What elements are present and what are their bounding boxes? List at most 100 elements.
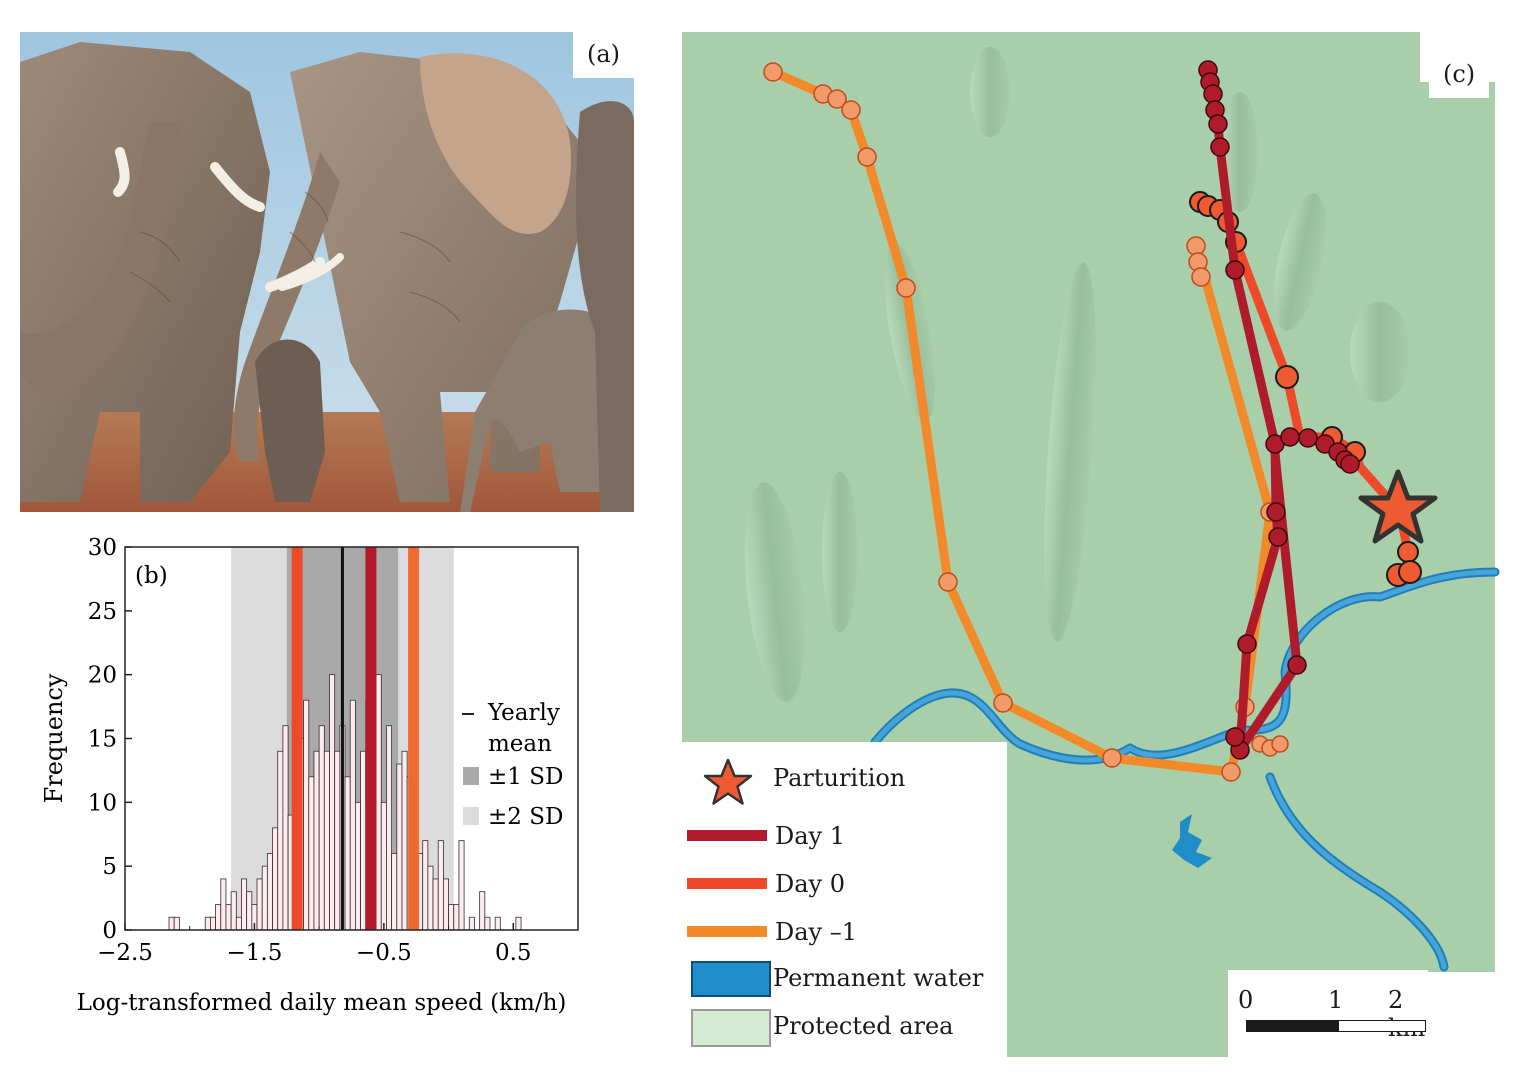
scale-bar: 0 1 2 km	[1228, 970, 1428, 1060]
day-line-day1	[365, 547, 377, 930]
day-line-day0	[291, 547, 303, 930]
histogram-chart: −2.5 −1.5 −0.5 0.5 0 5 10 15 20 25 30 Frequency L…	[40, 535, 579, 1016]
histogram-bar	[210, 916, 216, 931]
parturition-star-icon	[1358, 469, 1438, 544]
histogram-bar	[241, 878, 248, 931]
legend-parturition: Parturition	[773, 764, 906, 792]
waterhole	[1172, 814, 1212, 868]
scale-segment-light	[1338, 1020, 1426, 1032]
histogram-bar	[448, 904, 455, 931]
x-axis-label: Log-transformed daily mean speed (km/h)	[77, 990, 567, 1016]
y-tick-label: 0	[102, 918, 117, 944]
histogram-bar	[422, 840, 429, 931]
legend-day1-swatch	[687, 830, 767, 841]
histogram-legend: Yearly mean ±1 SD ±2 SD	[462, 700, 563, 830]
histogram-bar	[173, 916, 180, 931]
histogram-bar	[427, 865, 434, 931]
histogram-bar	[220, 878, 227, 931]
y-tick-label: 15	[88, 727, 117, 753]
y-axis-label: Frequency	[40, 673, 68, 803]
y-tick-label: 5	[102, 854, 117, 880]
histogram-bar	[313, 750, 320, 931]
legend-protected-swatch	[691, 1009, 771, 1047]
histogram-bar	[168, 916, 175, 931]
histogram-bar	[303, 699, 310, 931]
legend-sd1-swatch	[463, 767, 479, 785]
histogram-bar	[380, 801, 387, 931]
day-minus1-point	[763, 62, 783, 82]
histogram-bar	[484, 916, 491, 931]
y-tick-label: 25	[88, 599, 117, 625]
legend-day0-swatch	[687, 878, 767, 889]
histogram-bar	[272, 827, 279, 931]
histogram-bar	[329, 674, 336, 931]
elephant-photo: (a)	[20, 32, 634, 512]
legend-sd1: ±1 SD	[488, 764, 563, 790]
y-tick-label: 30	[88, 535, 117, 561]
scale-tick-1: 1	[1328, 986, 1344, 1014]
histogram-bar	[204, 916, 211, 931]
histogram-bar	[432, 878, 439, 931]
histogram-bar	[349, 699, 356, 931]
track-day1	[1198, 60, 1360, 760]
histogram-bar	[215, 904, 222, 931]
histogram-bar	[386, 725, 393, 931]
scale-bar-background	[1228, 970, 1428, 1062]
histogram-bar	[225, 904, 232, 931]
x-tick-label: −1.5	[226, 940, 282, 966]
histogram-bar	[266, 852, 273, 931]
histogram-bar	[458, 840, 465, 931]
histogram-bar	[277, 750, 284, 931]
legend-yearly-mean-line1: Yearly	[487, 700, 560, 726]
histogram-bar	[437, 840, 444, 931]
x-tick-label: 0.5	[495, 940, 532, 966]
legend-day0: Day 0	[775, 870, 846, 898]
histogram-bar	[442, 878, 449, 931]
map-canvas	[682, 32, 1500, 1062]
panel-b-label: (b)	[135, 563, 168, 589]
histogram-bar	[323, 750, 330, 931]
histogram-bar	[453, 904, 460, 931]
histogram-bar	[256, 878, 263, 931]
elephant-photo-icon	[20, 32, 634, 512]
legend-parturition-icon	[703, 758, 753, 805]
histogram-bar	[360, 750, 367, 931]
legend-water: Permanent water	[773, 964, 984, 992]
y-tick-label: 10	[88, 790, 117, 816]
histogram-bar	[230, 891, 237, 931]
legend-sd2: ±2 SD	[488, 804, 563, 830]
histogram-bar	[515, 916, 522, 931]
panel-a-label: (a)	[572, 32, 634, 78]
legend-water-swatch	[691, 961, 771, 997]
legend-day1: Day 1	[775, 822, 846, 850]
histogram-bar	[468, 916, 475, 931]
histogram-bar	[479, 891, 486, 931]
histogram-bar	[375, 674, 382, 931]
histogram-bar	[246, 891, 253, 931]
x-tick-label: −0.5	[356, 940, 412, 966]
y-tick-label: 20	[88, 663, 117, 689]
histogram-bar	[401, 750, 408, 931]
movement-map: (c) Parturition Day 1 Day 0 Day –1 Perma…	[680, 32, 1520, 1062]
histogram-bar	[235, 916, 242, 931]
scale-segment-dark	[1246, 1020, 1340, 1032]
speed-histogram: −2.5 −1.5 −0.5 0.5 0 5 10 15 20 25 30 Frequency L…	[20, 530, 620, 1030]
histogram-bar	[282, 725, 289, 931]
legend-dayminus1: Day –1	[775, 918, 858, 946]
track-day-minus1	[763, 62, 1289, 782]
histogram-bar	[318, 725, 325, 931]
histogram-bar	[334, 750, 341, 931]
histogram-bar	[261, 865, 268, 931]
histogram-bar	[494, 916, 501, 931]
histogram-bar	[308, 776, 315, 931]
histogram-bar	[354, 801, 361, 931]
panel-c-label: (c)	[1429, 52, 1490, 98]
scale-tick-0: 0	[1238, 986, 1254, 1014]
legend-yearly-mean-line2: mean	[488, 731, 552, 757]
legend-protected: Protected area	[773, 1012, 954, 1040]
map-legend: Parturition Day 1 Day 0 Day –1 Permanent…	[680, 754, 1005, 1054]
scale-tick-2: 2 km	[1388, 986, 1425, 1042]
legend-dayminus1-swatch	[687, 926, 767, 937]
day-line-day1	[408, 547, 420, 930]
histogram-bar	[391, 852, 398, 931]
